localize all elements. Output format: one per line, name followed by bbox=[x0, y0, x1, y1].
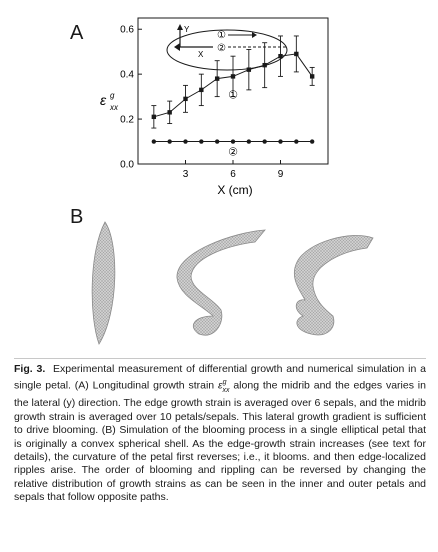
y-axis-label-sup: g bbox=[110, 91, 115, 100]
y-axis-label-main: ε bbox=[100, 92, 107, 108]
data-point-circle bbox=[246, 139, 252, 144]
caption-symbol-main: ε bbox=[217, 379, 223, 392]
data-point-circle bbox=[230, 139, 236, 144]
panel-label-a: A bbox=[70, 22, 84, 44]
data-point-square bbox=[183, 96, 188, 102]
inset-mark-2: ② bbox=[217, 43, 226, 54]
panel-label-b: B bbox=[70, 206, 84, 228]
data-point-square bbox=[230, 74, 236, 79]
figure-caption: Fig. 3. Experimental measurement of diff… bbox=[14, 363, 426, 505]
data-point-circle bbox=[294, 139, 299, 144]
data-point-circle bbox=[151, 139, 157, 144]
data-point-square bbox=[294, 51, 299, 57]
y-tick-label: 0.2 bbox=[120, 115, 134, 126]
data-point-circle bbox=[199, 139, 204, 144]
data-point-square bbox=[246, 67, 252, 72]
petal-rippled bbox=[293, 235, 374, 336]
data-point-square bbox=[214, 76, 220, 81]
data-point-circle bbox=[278, 139, 283, 144]
petal-shell-initial bbox=[91, 221, 116, 345]
figure-number: Fig. 3. bbox=[14, 363, 46, 375]
caption-symbol-sub: xx bbox=[222, 387, 230, 394]
inset-y-arrowhead bbox=[177, 24, 183, 30]
x-tick-label: 3 bbox=[183, 169, 189, 180]
data-point-circle bbox=[262, 139, 267, 144]
data-point-square bbox=[199, 87, 204, 93]
x-axis-label: X (cm) bbox=[217, 183, 252, 197]
data-point-circle bbox=[214, 139, 220, 144]
y-tick-label: 0.6 bbox=[120, 25, 134, 36]
x-tick-labels: 3 6 9 bbox=[183, 169, 284, 180]
petal-bloomed bbox=[176, 229, 266, 336]
series-annotation-1: ① bbox=[228, 89, 238, 101]
inset-edge-arrowhead bbox=[252, 32, 257, 38]
data-point-circle bbox=[183, 139, 188, 144]
x-tick-label: 6 bbox=[230, 169, 236, 180]
y-axis-label: ε g xx bbox=[100, 91, 119, 112]
data-point-square bbox=[151, 114, 157, 120]
series-annotation-2: ② bbox=[228, 147, 238, 159]
data-point-square bbox=[309, 74, 315, 79]
data-point-circle bbox=[309, 139, 315, 144]
inset-x-label: X bbox=[198, 50, 204, 59]
petal-simulation-panel bbox=[91, 221, 374, 345]
petal-inset-schematic: Y X ① ② bbox=[166, 24, 288, 71]
inset-mark-1: ① bbox=[217, 30, 226, 41]
y-tick-label: 0.4 bbox=[120, 70, 134, 81]
y-axis-label-sub: xx bbox=[109, 103, 119, 112]
data-point-square bbox=[167, 110, 172, 115]
data-point-circle bbox=[167, 139, 172, 144]
chart-axes bbox=[137, 17, 329, 165]
inset-petal-outline bbox=[166, 29, 288, 71]
x-tick-label: 9 bbox=[278, 169, 284, 180]
caption-symbol-sup: g bbox=[222, 379, 227, 387]
data-point-square bbox=[278, 53, 283, 59]
y-tick-labels: 0.0 0.2 0.4 0.6 bbox=[120, 25, 134, 171]
caption-top-rule bbox=[14, 358, 426, 359]
caption-text-1: Experimental measurement of differential… bbox=[14, 363, 426, 392]
inset-y-label: Y bbox=[184, 25, 190, 34]
data-series: ①② bbox=[151, 35, 315, 159]
y-tick-label: 0.0 bbox=[120, 160, 134, 171]
inset-x-arrowhead bbox=[174, 43, 180, 51]
caption-text-2: along the midrib and the edges varies in… bbox=[14, 379, 426, 504]
